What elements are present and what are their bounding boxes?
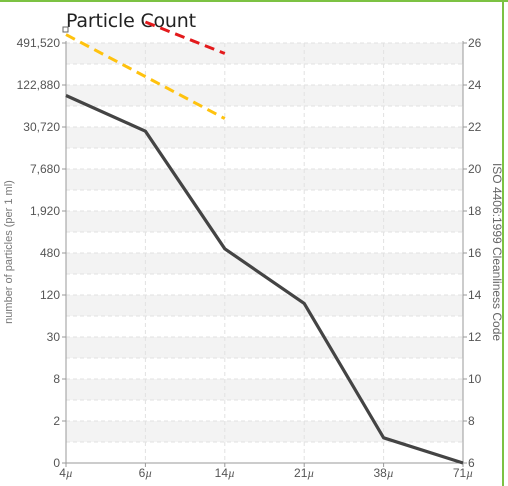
x-tick-label: 71µ bbox=[453, 466, 473, 480]
y2-tick-label: 8 bbox=[468, 414, 475, 428]
y-tick-label: 30,720 bbox=[23, 120, 60, 134]
y-tick-label: 30 bbox=[47, 330, 61, 344]
axis-titles: number of particles (per 1 ml) ISO 4406:… bbox=[3, 163, 504, 341]
y-tick-label: 2 bbox=[53, 414, 60, 428]
y-tick-label: 122,880 bbox=[17, 78, 61, 92]
y2-axis-title: ISO 4406:1999 Cleanliness Code bbox=[490, 163, 504, 341]
y-tick-label: 7,680 bbox=[30, 162, 60, 176]
background-band bbox=[66, 421, 463, 442]
x-tick-label: 21µ bbox=[294, 466, 314, 480]
data-series bbox=[65, 20, 464, 465]
y2-tick-label: 14 bbox=[468, 288, 482, 302]
y2-tick-label: 26 bbox=[468, 36, 482, 50]
background-band bbox=[66, 379, 463, 400]
legend-marker bbox=[62, 26, 69, 33]
x-tick-label: 6µ bbox=[139, 466, 153, 480]
y2-tick-label: 6 bbox=[468, 456, 475, 470]
axes bbox=[65, 41, 464, 464]
series-line-0 bbox=[65, 94, 464, 465]
background-band bbox=[66, 169, 463, 190]
background-band bbox=[66, 85, 463, 106]
y2-tick-label: 10 bbox=[468, 372, 482, 386]
y-tick-label: 491,520 bbox=[17, 36, 61, 50]
series-line-2 bbox=[144, 20, 226, 55]
background-bands bbox=[66, 43, 463, 442]
background-band bbox=[66, 211, 463, 232]
right-border bbox=[502, 0, 504, 486]
y-tick-label: 0 bbox=[53, 456, 60, 470]
y-axis-title: number of particles (per 1 ml) bbox=[3, 180, 15, 324]
axis-ticks: 0 2 8 30 120 480 1,920 7,680 30,720 122,880 491,52… bbox=[17, 36, 482, 480]
background-band bbox=[66, 337, 463, 358]
y-tick-label: 1,920 bbox=[30, 204, 60, 218]
background-band bbox=[66, 253, 463, 274]
legend-square-icon bbox=[62, 26, 69, 33]
y-tick-label: 120 bbox=[40, 288, 60, 302]
background-band bbox=[66, 295, 463, 316]
background-band bbox=[66, 43, 463, 64]
series-line-1 bbox=[65, 33, 226, 120]
y2-tick-label: 20 bbox=[468, 162, 482, 176]
x-tick-label: 38µ bbox=[373, 466, 393, 480]
grid-lines bbox=[66, 42, 463, 463]
y2-tick-label: 12 bbox=[468, 330, 482, 344]
background-band bbox=[66, 127, 463, 148]
y2-tick-label: 22 bbox=[468, 120, 482, 134]
y2-tick-label: 24 bbox=[468, 78, 482, 92]
y2-tick-label: 16 bbox=[468, 246, 482, 260]
top-border bbox=[0, 0, 508, 2]
x-tick-label: 14µ bbox=[215, 466, 235, 480]
y-tick-label: 8 bbox=[53, 372, 60, 386]
chart-title: Particle Count bbox=[66, 10, 196, 32]
x-tick-label: 4µ bbox=[59, 466, 73, 480]
y2-tick-label: 18 bbox=[468, 204, 482, 218]
y-tick-label: 480 bbox=[40, 246, 60, 260]
